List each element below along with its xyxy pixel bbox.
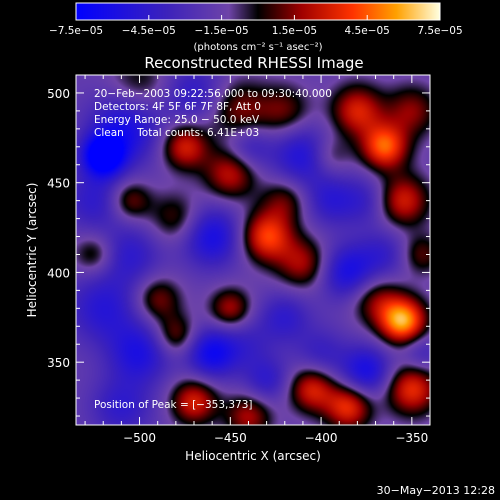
y-tick-label: 450: [47, 177, 70, 191]
x-axis-ticks: [84, 75, 431, 425]
colorbar-tick-label: 4.5e−05: [345, 25, 390, 37]
colorbar-tick-label: −4.5e−05: [122, 25, 176, 37]
annotation-peak-position: Position of Peak = [−353,373]: [94, 399, 253, 411]
annotation-detectors: Detectors: 4F 5F 6F 7F 8F, Att 0: [94, 101, 261, 113]
x-axis-tick-labels: −500 −450 −400 −350: [123, 431, 428, 445]
x-tick-label: −450: [214, 431, 247, 445]
annotation-block: 20−Feb−2003 09:22:56.000 to 09:30:40.000…: [94, 88, 332, 411]
y-axis-tick-labels: 350 400 450 500: [47, 87, 70, 370]
annotation-clean-counts: Clean Total counts: 6.41E+03: [94, 127, 259, 139]
x-tick-label: −400: [305, 431, 338, 445]
heatmap-image: [76, 75, 430, 425]
y-axis-ticks: [76, 74, 430, 417]
heatmap-image-container: [76, 75, 430, 425]
x-tick-label: −350: [395, 431, 428, 445]
colorbar: [75, 2, 441, 21]
chart-title: Reconstructed RHESSI Image: [144, 54, 363, 72]
colorbar-tick-labels: −7.5e−05 −4.5e−05 −1.5e−05 1.5e−05 4.5e−05 7.…: [49, 25, 463, 37]
colorbar-tick-label: 7.5e−05: [417, 25, 462, 37]
y-tick-label: 400: [47, 266, 70, 280]
y-tick-label: 350: [47, 356, 70, 370]
footer-date: 30−May−2013 12:28: [377, 484, 495, 497]
annotation-time-range: 20−Feb−2003 09:22:56.000 to 09:30:40.000: [94, 88, 332, 100]
annotation-energy-range: Energy Range: 25.0 − 50.0 keV: [94, 114, 260, 126]
colorbar-ticks: [75, 15, 441, 20]
x-axis-label: Heliocentric X (arcsec): [185, 449, 321, 463]
colorbar-tick-label: −1.5e−05: [195, 25, 249, 37]
colorbar-tick-label: 1.5e−05: [272, 25, 317, 37]
colorbar-units-label: (photons cm⁻² s⁻¹ asec⁻²): [193, 42, 322, 53]
colorbar-tick-label: −7.5e−05: [49, 25, 103, 37]
y-tick-label: 500: [47, 87, 70, 101]
y-axis-label: Heliocentric Y (arcsec): [25, 183, 39, 318]
plot-frame: [75, 74, 431, 426]
x-tick-label: −500: [123, 431, 156, 445]
